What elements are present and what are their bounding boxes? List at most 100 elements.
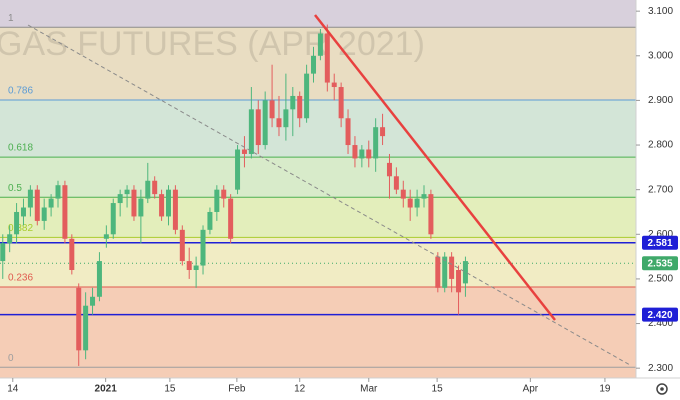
settings-icon[interactable]	[656, 383, 668, 395]
fib-label: 0.382	[8, 223, 33, 234]
candle-body	[421, 194, 427, 199]
candle-body	[283, 109, 289, 128]
candle-body	[366, 149, 372, 159]
candle-body	[0, 243, 6, 262]
y-tick-label: 3.100	[648, 6, 673, 17]
candle-body	[311, 55, 317, 74]
candle-body	[400, 189, 406, 199]
candle-body	[207, 211, 213, 230]
candle-body	[241, 149, 247, 154]
fib-band	[0, 157, 636, 198]
candle-body	[290, 95, 296, 110]
candle-body	[90, 296, 96, 306]
fib-band	[0, 286, 636, 368]
price-badge-label: 2.535	[647, 258, 672, 269]
trend-dashed	[27, 24, 631, 366]
fib-band	[0, 0, 636, 28]
candle-body	[83, 305, 89, 351]
candle-body	[69, 238, 75, 270]
candle-body	[345, 118, 351, 146]
candle-body	[352, 145, 358, 159]
candle-body	[27, 189, 33, 208]
price-badge	[642, 235, 678, 250]
candle-body	[186, 261, 192, 270]
candle-body	[297, 95, 303, 119]
x-tick-label: 12	[294, 384, 306, 395]
candle-body	[179, 229, 185, 262]
fib-band	[0, 367, 636, 378]
price-badge	[642, 307, 678, 322]
candle-body	[62, 185, 68, 239]
y-tick-label: 2.600	[648, 229, 673, 240]
candle-body	[248, 109, 254, 154]
overlay: 3.100 3.000 2.900 2.800 2.700 2.600 2.500 2.400…	[7, 6, 678, 395]
candle-body	[462, 261, 468, 284]
candle-body	[407, 198, 413, 208]
candle-body	[14, 211, 20, 235]
candle-body	[165, 189, 171, 217]
candle-body	[145, 180, 151, 199]
candle-body	[103, 234, 109, 239]
x-tick-label: 15	[164, 384, 176, 395]
candle-body	[48, 198, 54, 208]
candle-body	[7, 234, 13, 244]
candle-body	[200, 229, 206, 266]
candle-body	[304, 73, 310, 119]
candle-body	[359, 149, 365, 159]
candle-body	[117, 194, 123, 204]
gear[interactable]	[656, 383, 668, 395]
candle-body	[331, 82, 337, 88]
x-tick-label: 15	[432, 384, 444, 395]
fib-bands	[0, 0, 636, 378]
watermark: GAS FUTURES (APR 2021)	[0, 25, 425, 63]
candle-body	[373, 127, 379, 159]
candle-body	[255, 109, 261, 146]
fib-label: 0	[8, 353, 14, 364]
candle-body	[110, 203, 116, 235]
candle-body	[221, 189, 227, 199]
candle-body	[34, 189, 40, 221]
y-tick-label: 2.800	[648, 140, 673, 151]
candle-body	[380, 127, 386, 137]
fib-label: 0.786	[8, 86, 33, 97]
candle-body	[124, 189, 130, 195]
candle-body	[214, 189, 220, 212]
candle-body	[138, 198, 144, 217]
fib-band	[0, 197, 636, 238]
candle-body	[235, 149, 241, 190]
candle-body	[262, 100, 268, 146]
x-tick-label: Mar	[360, 384, 378, 395]
candle-body	[96, 261, 102, 297]
candle-body	[172, 189, 178, 230]
candle-body	[449, 256, 455, 279]
candle-body	[324, 33, 330, 83]
candle-body	[76, 287, 82, 351]
candle-body	[269, 100, 275, 119]
price-badge-label: 2.420	[647, 310, 672, 321]
fib-label: 0.236	[8, 273, 33, 284]
y-tick-label: 2.900	[648, 95, 673, 106]
candle-body	[428, 194, 434, 235]
candle-body	[393, 176, 399, 190]
candle-body	[159, 194, 165, 217]
fib-label: 0.5	[8, 183, 22, 194]
y-tick-label: 2.500	[648, 274, 673, 285]
candle-body	[442, 256, 448, 288]
candle-body	[386, 162, 392, 177]
trend-line	[314, 14, 556, 321]
price-badge	[642, 256, 678, 271]
candle-body	[193, 265, 199, 270]
fib-label: 0.618	[8, 143, 33, 154]
x-tick-label: Feb	[228, 384, 246, 395]
candle-body	[41, 207, 47, 221]
y-tick-label: 2.700	[648, 184, 673, 195]
candle-body	[131, 189, 137, 217]
gear-hub[interactable]	[660, 387, 664, 391]
x-tick-label: 2021	[95, 384, 118, 395]
candle-body	[228, 198, 234, 239]
candle-body	[317, 33, 323, 56]
time-axis	[0, 378, 636, 400]
y-tick-label: 2.400	[648, 318, 673, 329]
candle-body	[338, 87, 344, 119]
